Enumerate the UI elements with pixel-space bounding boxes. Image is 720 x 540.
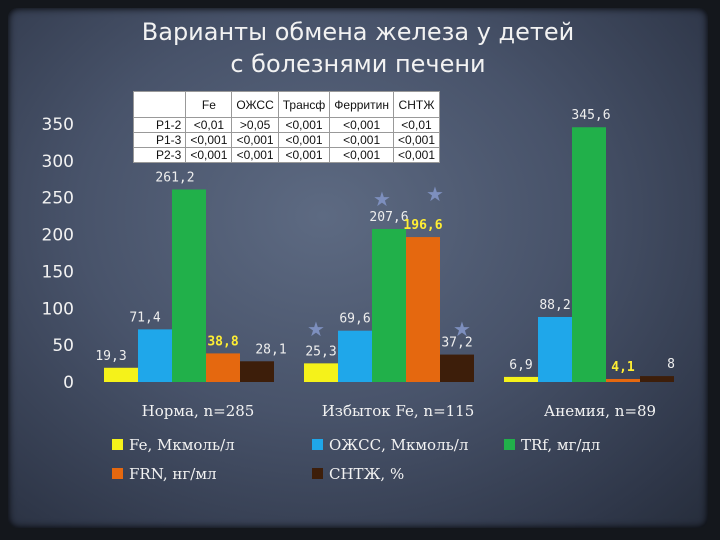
legend-label: СНТЖ, % bbox=[329, 465, 404, 483]
p-value-cell: >0,05 bbox=[231, 117, 279, 133]
p-value-cell: <0,01 bbox=[392, 117, 441, 133]
p-value-cell: <0,001 bbox=[329, 147, 394, 163]
star-icon: ★ bbox=[453, 319, 471, 341]
p-value-row: P1-3 <0,001 <0,001 <0,001 <0,001 <0,001 bbox=[132, 132, 441, 148]
p-value-cell: <0,001 bbox=[329, 132, 394, 148]
col-header: Трансф bbox=[277, 91, 331, 118]
y-tick-label: 0 bbox=[63, 373, 74, 393]
p-value-cell: <0,001 bbox=[277, 117, 331, 133]
category-label: Избыток Fe, n=115 bbox=[322, 402, 475, 420]
bar-4-3 bbox=[606, 378, 640, 382]
y-tick-label: 250 bbox=[42, 189, 74, 209]
bar-5-2 bbox=[440, 354, 474, 382]
p-value-row: P1-2 <0,01 >0,05 <0,001 <0,001 <0,01 bbox=[132, 117, 441, 133]
data-label: 19,3 bbox=[95, 349, 126, 364]
data-label: 207,6 bbox=[369, 210, 408, 225]
star-icon: ★ bbox=[373, 189, 391, 211]
legend-label: ОЖСС, Мкмоль/л bbox=[329, 436, 468, 454]
p-value-cell: <0,001 bbox=[231, 147, 279, 163]
slide-title-line-2: с болезнями печени bbox=[230, 50, 486, 78]
category-label: Норма, n=285 bbox=[142, 402, 255, 420]
data-label: 4,1 bbox=[611, 360, 635, 375]
data-label: 345,6 bbox=[571, 108, 610, 123]
bar-2-3 bbox=[538, 316, 572, 382]
legend-swatch bbox=[112, 439, 123, 450]
bar-3-1 bbox=[172, 189, 206, 382]
p-value-cell: <0,001 bbox=[185, 132, 233, 148]
bar-4-2 bbox=[406, 237, 440, 382]
p-value-cell: <0,001 bbox=[392, 132, 441, 148]
p-value-cell: <0,001 bbox=[231, 132, 279, 148]
bar-2-2 bbox=[338, 330, 372, 382]
p-value-header-row: Fe ОЖСС Трансф Ферритин СНТЖ bbox=[132, 91, 441, 118]
bar-1-1 bbox=[104, 367, 138, 382]
bar-2-1 bbox=[138, 329, 172, 382]
data-label: 88,2 bbox=[539, 298, 570, 313]
y-tick-label: 50 bbox=[52, 336, 74, 356]
y-tick-label: 200 bbox=[42, 226, 74, 246]
data-label: 69,6 bbox=[339, 312, 370, 327]
legend-label: Fe, Мкмоль/л bbox=[129, 436, 235, 454]
p-value-cell: <0,001 bbox=[277, 147, 331, 163]
data-label: 196,6 bbox=[403, 218, 442, 233]
bar-3-3 bbox=[572, 127, 606, 382]
bar-3-2 bbox=[372, 228, 406, 382]
data-label: 71,4 bbox=[129, 310, 160, 325]
row-label: P1-3 bbox=[132, 132, 187, 148]
legend-swatch bbox=[312, 439, 323, 450]
col-header: Ферритин bbox=[329, 91, 394, 118]
data-label: 28,1 bbox=[255, 342, 286, 357]
p-value-cell: <0,001 bbox=[185, 147, 233, 163]
p-value-cell: <0,001 bbox=[392, 147, 441, 163]
y-tick-label: 300 bbox=[42, 152, 74, 172]
col-header: ОЖСС bbox=[231, 91, 279, 118]
slide-title-line-1: Варианты обмена железа у детей bbox=[141, 18, 575, 46]
legend-label: FRN, нг/мл bbox=[129, 465, 217, 483]
star-icon: ★ bbox=[426, 184, 444, 206]
bar-1-2 bbox=[304, 363, 338, 382]
col-header: СНТЖ bbox=[392, 91, 441, 118]
data-label: 25,3 bbox=[305, 344, 336, 359]
bar-chart: 0 50 100 150 200 250 300 350 19,3 25,3 6,9 71,4 69,6… bbox=[42, 108, 675, 483]
data-label: 37,2 bbox=[441, 336, 472, 351]
row-label: P1-2 bbox=[132, 117, 187, 133]
col-header: Fe bbox=[185, 91, 233, 118]
bar-4-1 bbox=[206, 353, 240, 382]
p-value-row: P2-3 <0,001 <0,001 <0,001 <0,001 <0,001 bbox=[132, 147, 441, 163]
slide: Варианты обмена железа у детей с болезня… bbox=[8, 8, 708, 528]
legend-swatch bbox=[312, 468, 323, 479]
row-label: P2-3 bbox=[132, 147, 187, 163]
bar-5-3 bbox=[640, 376, 674, 382]
data-label: 8 bbox=[667, 357, 675, 372]
bar-1-3 bbox=[504, 376, 538, 382]
data-label: 38,8 bbox=[207, 334, 238, 349]
p-value-cell: <0,001 bbox=[329, 117, 394, 133]
p-value-cell: <0,01 bbox=[185, 117, 233, 133]
data-label: 6,9 bbox=[509, 358, 532, 373]
p-value-corner bbox=[132, 91, 187, 118]
data-label: 261,2 bbox=[155, 170, 194, 185]
star-icon: ★ bbox=[307, 319, 325, 341]
legend-swatch bbox=[504, 439, 515, 450]
legend-swatch bbox=[112, 468, 123, 479]
bar-5-1 bbox=[240, 361, 274, 382]
p-value-table: Fe ОЖСС Трансф Ферритин СНТЖ P1-2 <0,01 … bbox=[132, 91, 441, 163]
y-tick-label: 100 bbox=[42, 299, 74, 319]
y-tick-label: 150 bbox=[42, 262, 74, 282]
legend-label: TRf, мг/дл bbox=[521, 436, 600, 454]
p-value-cell: <0,001 bbox=[277, 132, 331, 148]
y-tick-label: 350 bbox=[42, 115, 74, 135]
category-label: Анемия, n=89 bbox=[544, 402, 656, 420]
